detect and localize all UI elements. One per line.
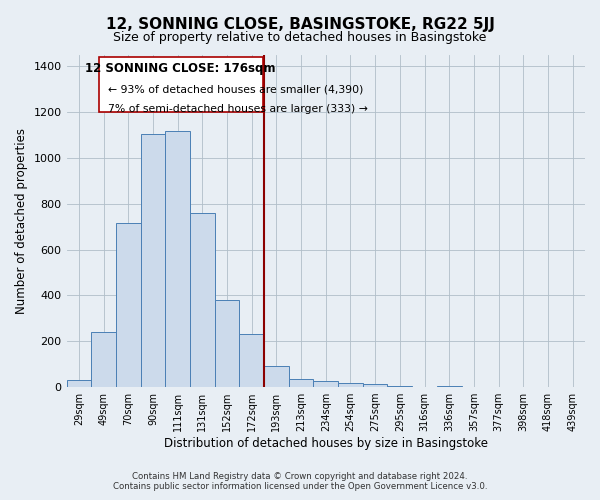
Bar [140,134,165,387]
Bar [338,382,363,387]
Bar [437,386,461,387]
Bar [215,300,239,387]
Bar [289,379,313,387]
Text: 12 SONNING CLOSE: 176sqm: 12 SONNING CLOSE: 176sqm [85,62,276,76]
X-axis label: Distribution of detached houses by size in Basingstoke: Distribution of detached houses by size … [164,437,488,450]
Bar [116,224,140,387]
Text: Contains public sector information licensed under the Open Government Licence v3: Contains public sector information licen… [113,482,487,491]
Text: ← 93% of detached houses are smaller (4,390): ← 93% of detached houses are smaller (4,… [107,85,363,95]
Bar [313,382,338,387]
Text: 7% of semi-detached houses are larger (333) →: 7% of semi-detached houses are larger (3… [107,104,368,114]
Bar [239,334,264,387]
Bar [190,213,215,387]
Bar [388,386,412,387]
Text: Size of property relative to detached houses in Basingstoke: Size of property relative to detached ho… [113,31,487,44]
Bar [67,380,91,387]
Bar [165,130,190,387]
Y-axis label: Number of detached properties: Number of detached properties [15,128,28,314]
Bar [91,332,116,387]
Text: Contains HM Land Registry data © Crown copyright and database right 2024.: Contains HM Land Registry data © Crown c… [132,472,468,481]
Bar [363,384,388,387]
Text: 12, SONNING CLOSE, BASINGSTOKE, RG22 5JJ: 12, SONNING CLOSE, BASINGSTOKE, RG22 5JJ [106,18,494,32]
Bar [264,366,289,387]
